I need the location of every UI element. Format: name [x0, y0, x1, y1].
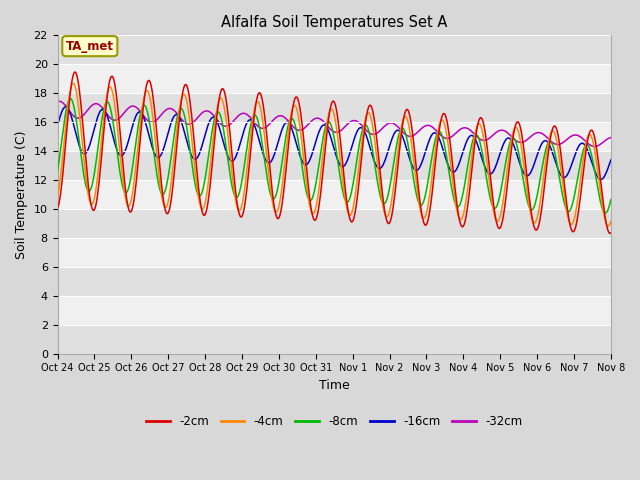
Y-axis label: Soil Temperature (C): Soil Temperature (C) [15, 130, 28, 259]
Bar [58, 267, 611, 296]
Bar [58, 324, 611, 353]
Bar [58, 151, 611, 180]
Legend: -2cm, -4cm, -8cm, -16cm, -32cm: -2cm, -4cm, -8cm, -16cm, -32cm [141, 410, 527, 433]
Bar [58, 122, 611, 151]
Bar [58, 93, 611, 122]
Bar [58, 296, 611, 324]
X-axis label: Time: Time [319, 379, 349, 392]
Bar [58, 209, 611, 238]
Text: TA_met: TA_met [66, 40, 114, 53]
Bar [58, 36, 611, 64]
Title: Alfalfa Soil Temperatures Set A: Alfalfa Soil Temperatures Set A [221, 15, 447, 30]
Bar [58, 238, 611, 267]
Bar [58, 180, 611, 209]
Bar [58, 64, 611, 93]
